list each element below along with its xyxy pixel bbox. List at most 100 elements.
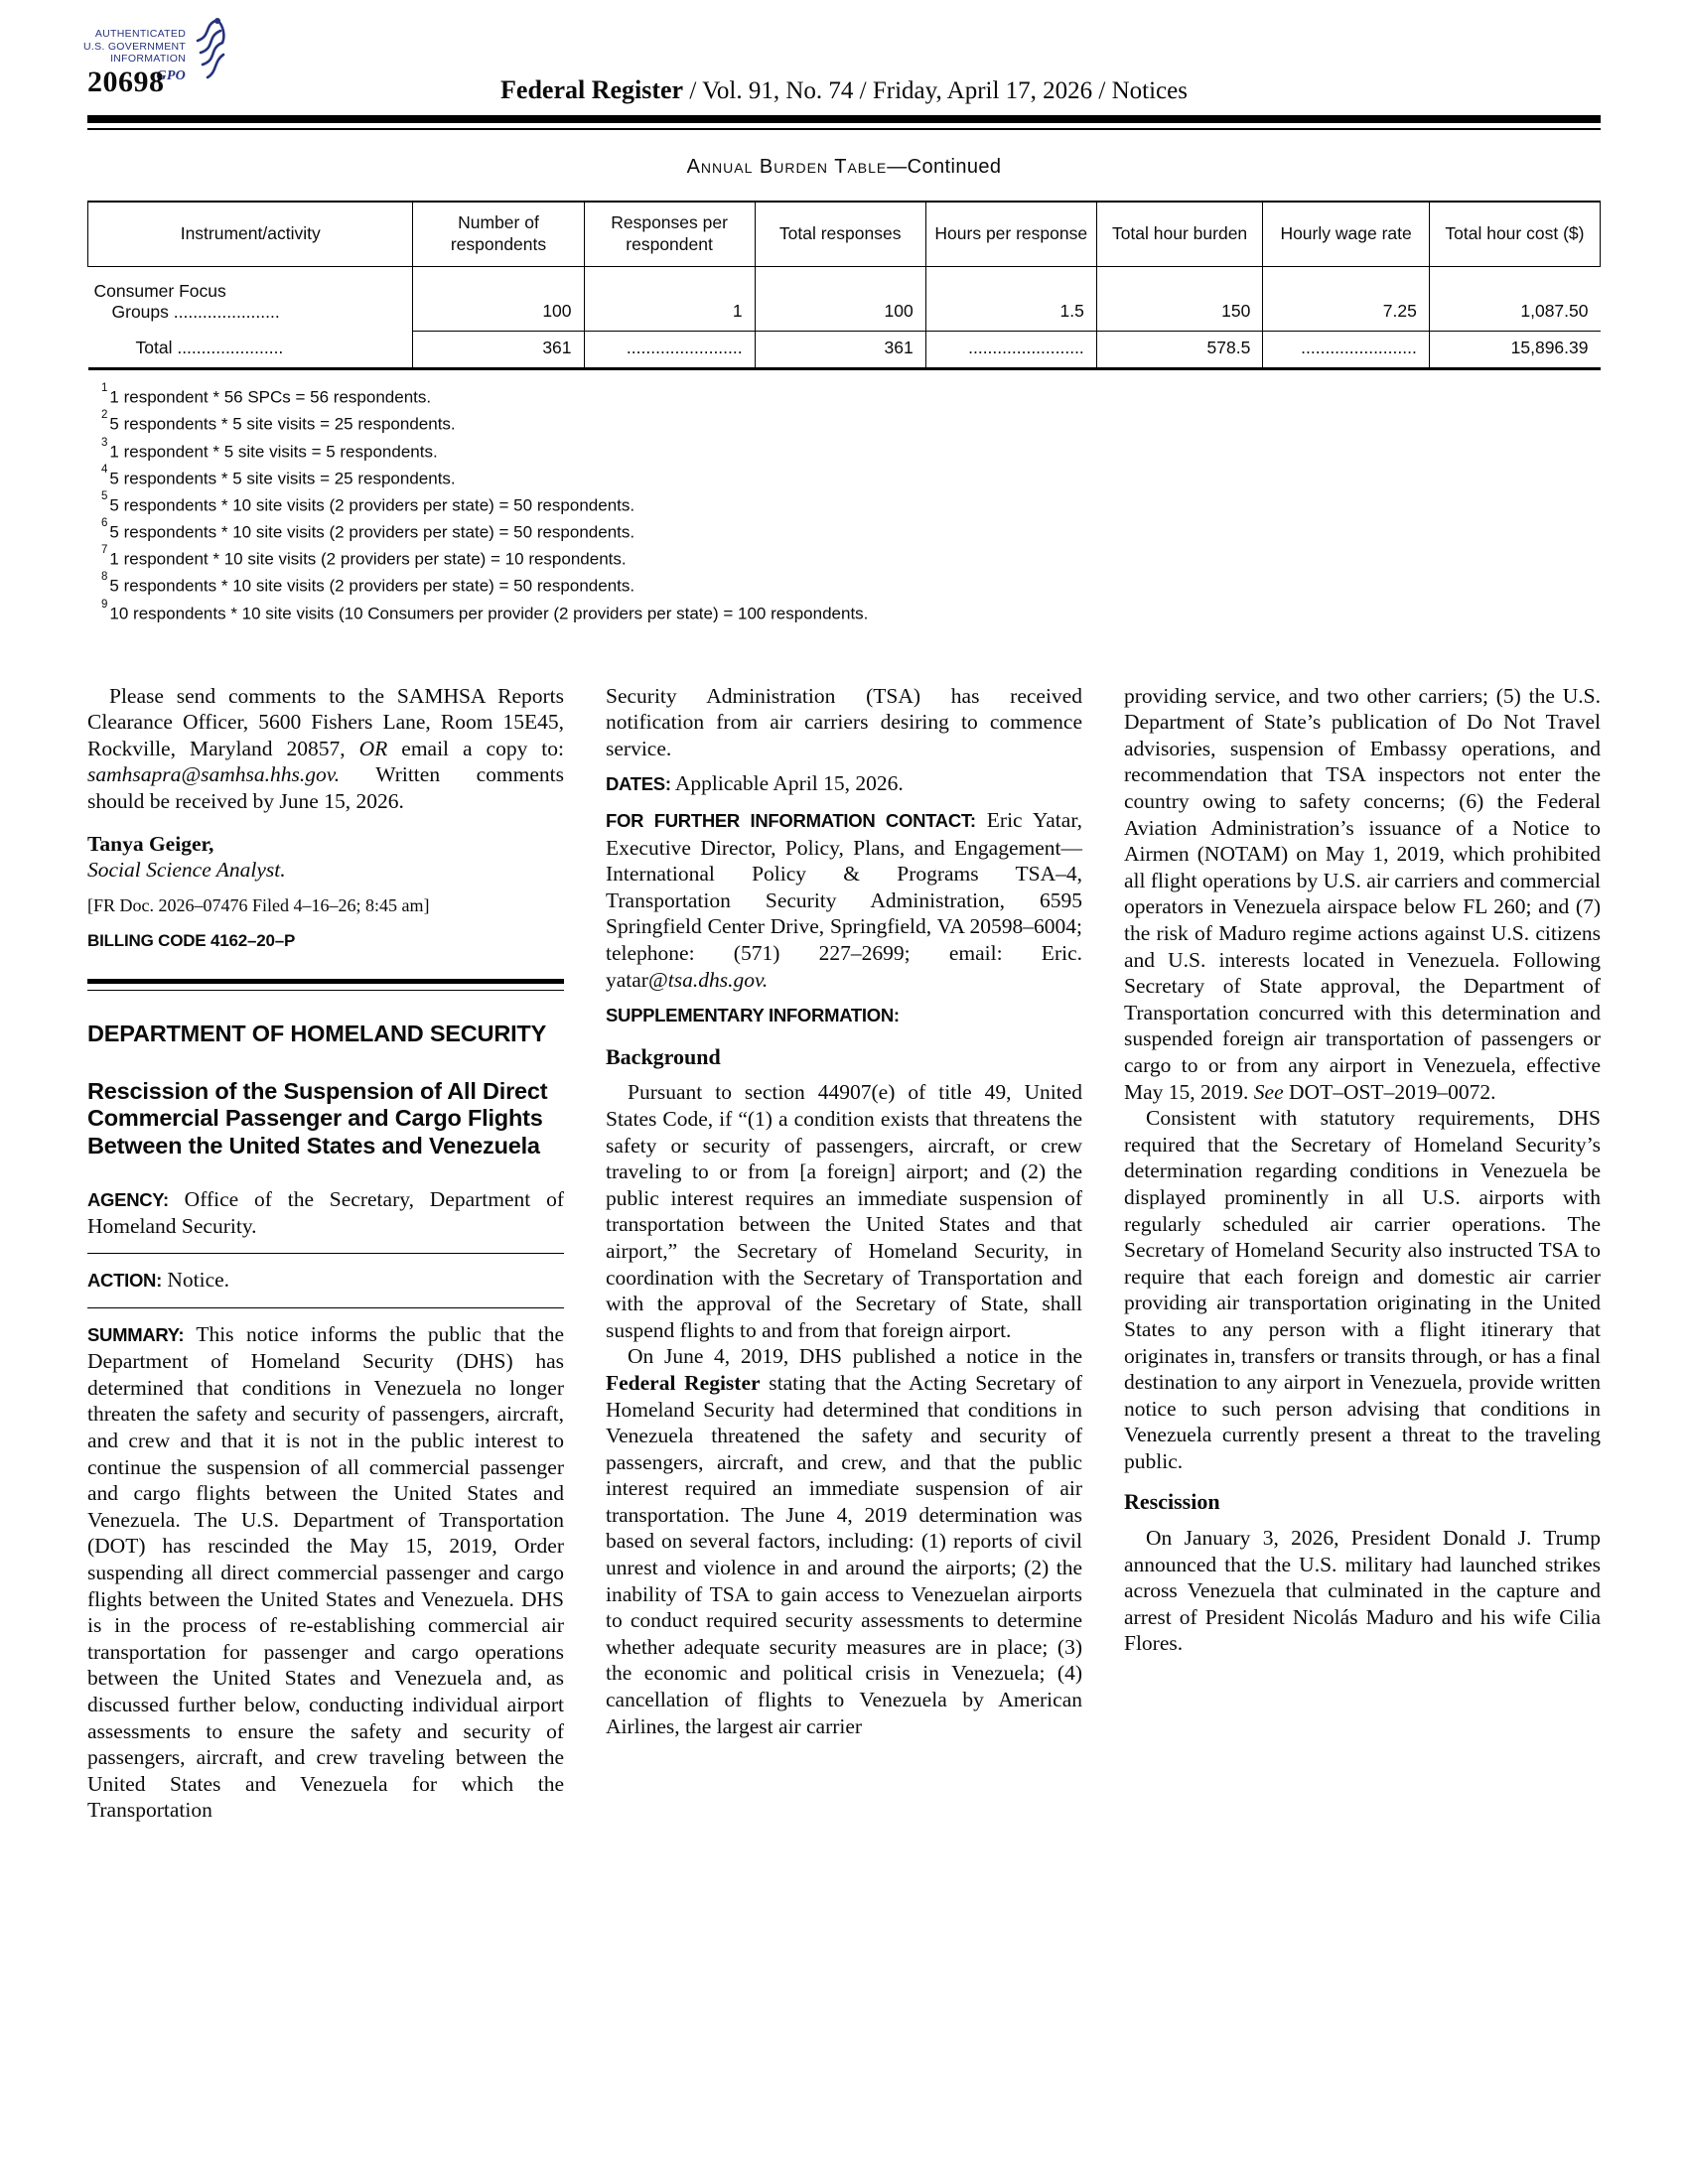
masthead: 20698 Federal Register / Vol. 91, No. 74… [87, 0, 1601, 107]
cell-responses-per: 1 [583, 266, 756, 332]
table-header-row: Instrument/activity Number of respondent… [86, 202, 1602, 267]
masthead-title: Federal Register / Vol. 91, No. 74 / Fri… [500, 75, 1188, 105]
cell-hours-per: 1.5 [924, 266, 1097, 332]
table-title-caps: Annual Burden Table [686, 156, 888, 178]
total-responses-per: ........................ [583, 331, 756, 369]
see-italic: See [1253, 1079, 1284, 1104]
comments-run-1: Please send comments to the SAMHSA Repor… [87, 683, 564, 760]
column-3: providing service, and two other carrier… [1124, 683, 1601, 1824]
dates-paragraph: DATES: Applicable April 15, 2026. [606, 770, 1082, 798]
col-header-instrument: Instrument/activity [86, 202, 414, 267]
summary-text: This notice informs the public that the … [87, 1321, 564, 1823]
annual-burden-table: Instrument/activity Number of respondent… [86, 201, 1602, 371]
total-hour-burden: 578.5 [1095, 331, 1263, 369]
col-header-responses-per: Responses per respondent [583, 202, 756, 267]
rescission-paragraph: On January 3, 2026, President Donald J. … [1124, 1526, 1601, 1656]
agency-paragraph: AGENCY: Office of the Secretary, Departm… [87, 1186, 564, 1240]
total-total-responses: 361 [754, 331, 926, 369]
samhsa-email: samhsapra@samhsa.hhs.gov. [87, 762, 341, 787]
comments-run-3: Written comments should be received by J… [87, 762, 564, 814]
contact-paragraph: FOR FURTHER INFORMATION CONTACT: Eric Ya… [606, 807, 1082, 993]
signature-name: Tanya Geiger, [87, 831, 214, 856]
col-header-total-responses: Total responses [754, 202, 926, 267]
footnote-8-marker: 8 [101, 571, 108, 584]
agency-label: AGENCY: [87, 1188, 169, 1210]
contact-text: Eric Yatar, Executive Director, Policy, … [606, 808, 1082, 992]
footnote-5-text: 5 respondents * 10 site visits (2 provid… [109, 495, 635, 515]
rule-after-agency [87, 1253, 564, 1255]
stamp-line-3: INFORMATION [110, 53, 187, 66]
cell-total-responses: 100 [754, 266, 926, 332]
footnote-9-marker: 9 [101, 598, 108, 611]
bg-cont-run-1: providing service, and two other carrier… [1124, 683, 1602, 1104]
billing-code: BILLING CODE 4162–20–P [87, 931, 296, 951]
stamp-line-2: U.S. GOVERNMENT [83, 40, 187, 53]
col-header-hour-burden: Total hour burden [1095, 202, 1264, 267]
footnote-5-marker: 5 [101, 489, 108, 502]
bg-cont-run-2: DOT–OST–2019–0072. [1283, 1079, 1496, 1104]
agency-block: AGENCY: Office of the Secretary, Departm… [87, 1186, 564, 1824]
background-paragraph-1: Pursuant to section 44907(e) of title 49… [606, 1080, 1082, 1342]
cell-hour-burden: 150 [1095, 266, 1263, 332]
summary-label: SUMMARY: [87, 1323, 185, 1345]
footnote-6-text: 5 respondents * 10 site visits (2 provid… [109, 522, 635, 542]
rescission-heading: Rescission [1124, 1489, 1220, 1515]
total-respondents: 361 [412, 331, 585, 369]
gpo-stamp-text: AUTHENTICATED U.S. GOVERNMENT INFORMATIO… [83, 16, 186, 85]
contact-label: FOR FURTHER INFORMATION CONTACT: [606, 810, 976, 832]
contact-email-italic: tsa.dhs.gov. [667, 967, 769, 992]
body-columns: Please send comments to the SAMHSA Repor… [87, 683, 1601, 1824]
masthead-rule-thin [87, 128, 1601, 130]
col-header-hours-per: Hours per response [924, 202, 1097, 267]
table-row: Consumer Focus Groups ...................… [88, 266, 1601, 332]
dates-text: Applicable April 15, 2026. [670, 771, 904, 796]
total-hours-per: ........................ [924, 331, 1097, 369]
footnote-6-marker: 6 [101, 517, 108, 530]
cell-hour-cost: 1,087.50 [1428, 266, 1601, 332]
comments-paragraph: Please send comments to the SAMHSA Repor… [87, 683, 564, 815]
footnote-3-marker: 3 [101, 436, 108, 449]
gpo-logo-text: GPO [156, 68, 187, 83]
footnote-9: 9 10 respondents * 10 site visits (10 Con… [101, 599, 1601, 625]
total-hour-cost: 15,896.39 [1428, 331, 1601, 369]
rule-after-action [87, 1306, 564, 1308]
notice-title: Rescission of the Suspension of All Dire… [87, 1077, 548, 1160]
row-label-line1: Consumer Focus [93, 280, 226, 301]
row-label-cell: Consumer Focus Groups ...................… [88, 266, 413, 332]
total-wage-rate: ........................ [1262, 331, 1430, 369]
agency-text: Office of the Secretary, Department of H… [87, 1186, 564, 1239]
total-label-cell: Total ...................... [135, 338, 284, 358]
table-title: Annual Burden Table—Continued [87, 156, 1601, 179]
table-title-continued: —Continued [887, 156, 1002, 178]
row-label-line2: Groups ...................... [111, 301, 280, 322]
supplementary-label-line: SUPPLEMENTARY INFORMATION: [606, 1002, 1082, 1029]
section-divider [87, 979, 564, 991]
consistent-paragraph: Consistent with statutory requirements, … [1124, 1106, 1601, 1473]
summary-continuation: Security Administration (TSA) has receiv… [606, 683, 1082, 760]
footnote-8-text: 5 respondents * 10 site visits (2 provid… [109, 577, 635, 596]
masthead-title-rest: / Vol. 91, No. 74 / Friday, April 17, 20… [683, 77, 1188, 104]
column-1: Please send comments to the SAMHSA Repor… [87, 683, 564, 1824]
footnote-1-text: 1 respondent * 56 SPCs = 56 respondents. [109, 387, 432, 407]
footnote-9-text: 10 respondents * 10 site visits (10 Cons… [109, 604, 869, 623]
cell-wage-rate: 7.25 [1262, 266, 1430, 332]
masthead-title-bold: Federal Register [500, 75, 684, 104]
federal-register-bold: Federal Register [606, 1370, 761, 1395]
footnote-4-text: 5 respondents * 5 site visits = 25 respo… [109, 469, 456, 488]
col-header-hour-cost: Total hour cost ($) [1428, 202, 1602, 267]
cell-respondents: 100 [412, 266, 585, 332]
signature-title: Social Science Analyst. [87, 858, 286, 883]
footnote-3-text: 1 respondent * 5 site visits = 5 respond… [109, 442, 438, 462]
footnote-2-marker: 2 [101, 409, 108, 422]
footnote-7-marker: 7 [101, 544, 108, 557]
footnote-1-marker: 1 [101, 382, 108, 395]
action-paragraph: ACTION: Notice. [87, 1267, 564, 1295]
